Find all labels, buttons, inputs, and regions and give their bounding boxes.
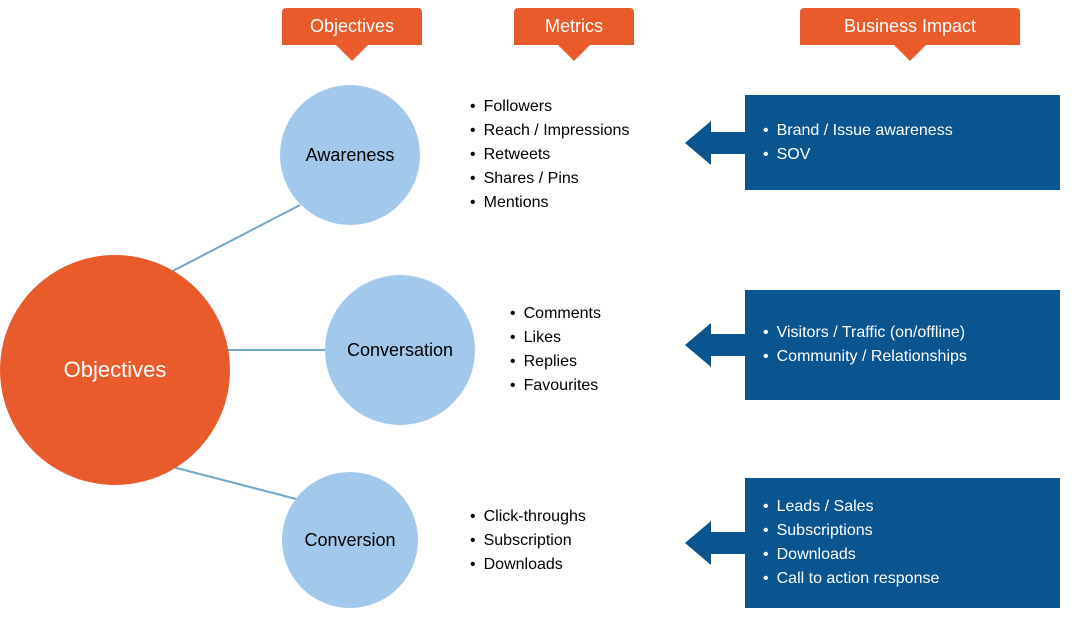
arrow-head-0 (685, 121, 711, 165)
metrics-item: Favourites (510, 374, 601, 398)
metrics-item: Subscription (470, 529, 586, 553)
metrics-list-1: CommentsLikesRepliesFavourites (510, 302, 601, 398)
metrics-item: Followers (470, 95, 629, 119)
metrics-item: Click-throughs (470, 505, 586, 529)
impact-box-1: Visitors / Traffic (on/offline)Community… (745, 290, 1060, 400)
header-tab-0: Objectives (282, 8, 422, 45)
impact-item: Brand / Issue awareness (763, 119, 953, 143)
impact-box-0: Brand / Issue awarenessSOV (745, 95, 1060, 190)
arrow-shaft-0 (711, 132, 745, 154)
metrics-item: Mentions (470, 191, 629, 215)
main-objectives-circle: Objectives (0, 255, 230, 485)
objective-circle-conversation: Conversation (325, 275, 475, 425)
objective-circle-awareness: Awareness (280, 85, 420, 225)
impact-item: Leads / Sales (763, 495, 939, 519)
metrics-item: Downloads (470, 553, 586, 577)
metrics-item: Reach / Impressions (470, 119, 629, 143)
metrics-list-0: FollowersReach / ImpressionsRetweetsShar… (470, 95, 629, 215)
arrow-head-2 (685, 521, 711, 565)
metrics-item: Shares / Pins (470, 167, 629, 191)
impact-box-2: Leads / SalesSubscriptionsDownloadsCall … (745, 478, 1060, 608)
metrics-item: Comments (510, 302, 601, 326)
arrow-shaft-2 (711, 532, 745, 554)
objective-circle-conversion: Conversion (282, 472, 418, 608)
impact-item: SOV (763, 143, 953, 167)
arrow-shaft-1 (711, 334, 745, 356)
impact-item: Downloads (763, 543, 939, 567)
header-tab-1: Metrics (514, 8, 634, 45)
metrics-item: Likes (510, 326, 601, 350)
arrow-head-1 (685, 323, 711, 367)
impact-item: Call to action response (763, 567, 939, 591)
impact-item: Subscriptions (763, 519, 939, 543)
impact-item: Community / Relationships (763, 345, 967, 369)
metrics-list-2: Click-throughsSubscriptionDownloads (470, 505, 586, 577)
metrics-item: Retweets (470, 143, 629, 167)
impact-item: Visitors / Traffic (on/offline) (763, 321, 967, 345)
metrics-item: Replies (510, 350, 601, 374)
header-tab-2: Business Impact (800, 8, 1020, 45)
